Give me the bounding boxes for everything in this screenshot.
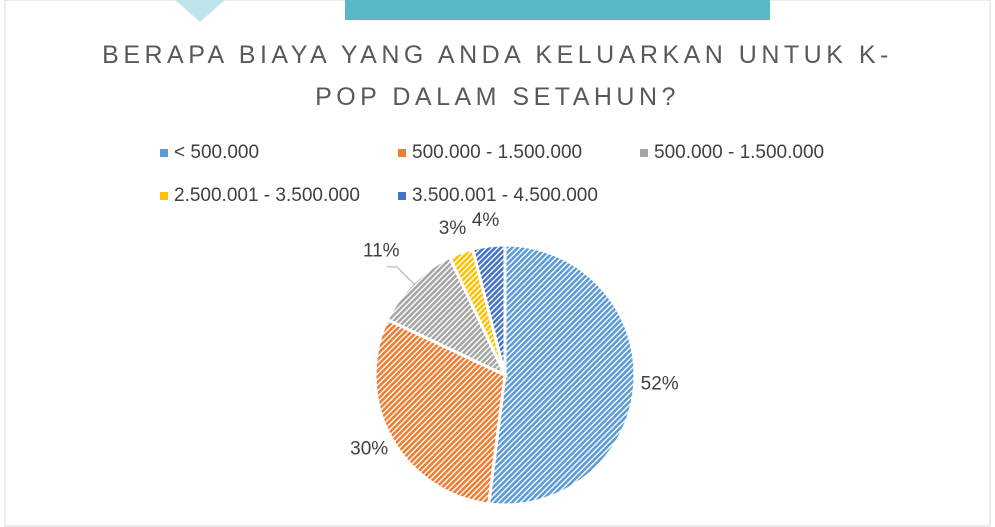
legend-swatch [160, 149, 168, 157]
legend-label: 500.000 - 1.500.000 [412, 142, 582, 163]
legend-label: < 500.000 [174, 142, 259, 163]
leader-line [386, 266, 415, 285]
legend-swatch [398, 192, 406, 200]
pie-slice [470, 243, 507, 376]
chart-title: BERAPA BIAYA YANG ANDA KELUARKAN UNTUK K… [102, 41, 893, 111]
data-label: 11% [363, 240, 400, 261]
legend-swatch [398, 149, 406, 157]
legend-swatch [160, 192, 168, 200]
legend-label: 500.000 - 1.500.000 [654, 142, 824, 163]
pie-slice [373, 317, 507, 506]
data-label: 3% [439, 218, 467, 239]
data-label: 52% [641, 374, 679, 395]
watermark [345, 0, 770, 20]
legend-label: 2.500.001 - 3.500.000 [174, 185, 360, 206]
legend-swatch [640, 149, 648, 157]
watermark [175, 0, 225, 22]
data-label: 30% [350, 439, 388, 460]
legend-label: 3.500.001 - 4.500.000 [412, 185, 598, 206]
data-label: 4% [472, 210, 500, 231]
chart-frame [4, 0, 991, 527]
pie-slice [487, 243, 637, 507]
